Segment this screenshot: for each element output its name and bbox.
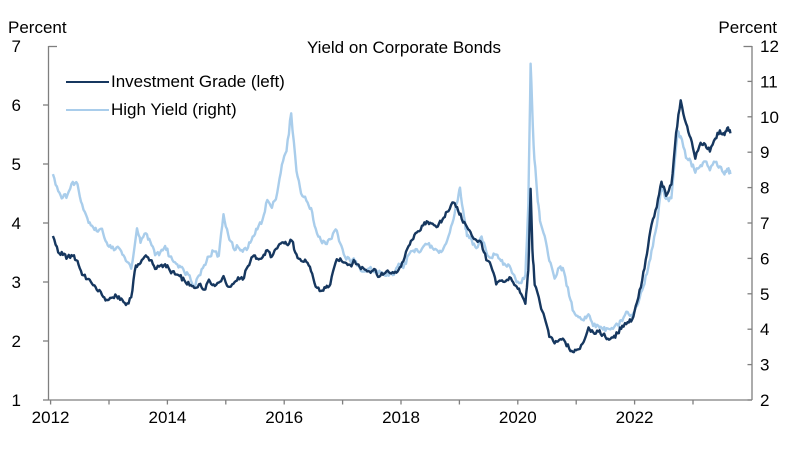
x-axis-tick-label: 2012 [32,408,70,427]
left-axis-tick-label: 3 [12,273,21,292]
chart-title: Yield on Corporate Bonds [306,38,502,57]
legend-label-high-yield: High Yield (right) [111,100,237,119]
left-axis-tick-label: 6 [12,96,21,115]
right-axis-tick-label: 8 [760,179,769,198]
investment-grade-line [51,99,732,354]
right-axis-tick-label: 3 [760,356,769,375]
legend-label-investment-grade: Investment Grade (left) [111,72,285,91]
x-axis-tick-label: 2016 [265,408,303,427]
left-axis-tick-label: 7 [12,37,21,56]
left-axis-tick-label: 4 [12,214,21,233]
left-axis-unit-label: Percent [8,18,67,37]
left-axis-tick-label: 5 [12,155,21,174]
left-axis-tick-label: 1 [12,391,21,410]
legend: Investment Grade (left) High Yield (righ… [66,68,285,124]
x-axis-tick-label: 2022 [616,408,654,427]
right-axis-unit-label: Percent [718,18,777,37]
right-axis-tick-label: 4 [760,320,769,339]
x-axis-tick-label: 2014 [148,408,186,427]
right-axis-tick-label: 6 [760,249,769,268]
investment-grade-line-swatch [66,81,109,83]
x-axis-tick-label: 2018 [382,408,420,427]
right-axis-tick-label: 12 [760,37,779,56]
right-axis-tick-label: 9 [760,143,769,162]
right-axis-tick-label: 5 [760,285,769,304]
left-axis-tick-label: 2 [12,332,21,351]
x-axis-tick-label: 2020 [499,408,537,427]
legend-item-investment-grade: Investment Grade (left) [66,68,285,96]
right-axis-tick-label: 7 [760,214,769,233]
legend-item-high-yield: High Yield (right) [66,96,285,124]
right-axis-tick-label: 10 [760,108,779,127]
right-axis-tick-label: 2 [760,391,769,410]
high-yield-line-swatch [66,109,109,111]
right-axis-tick-label: 11 [760,72,778,91]
